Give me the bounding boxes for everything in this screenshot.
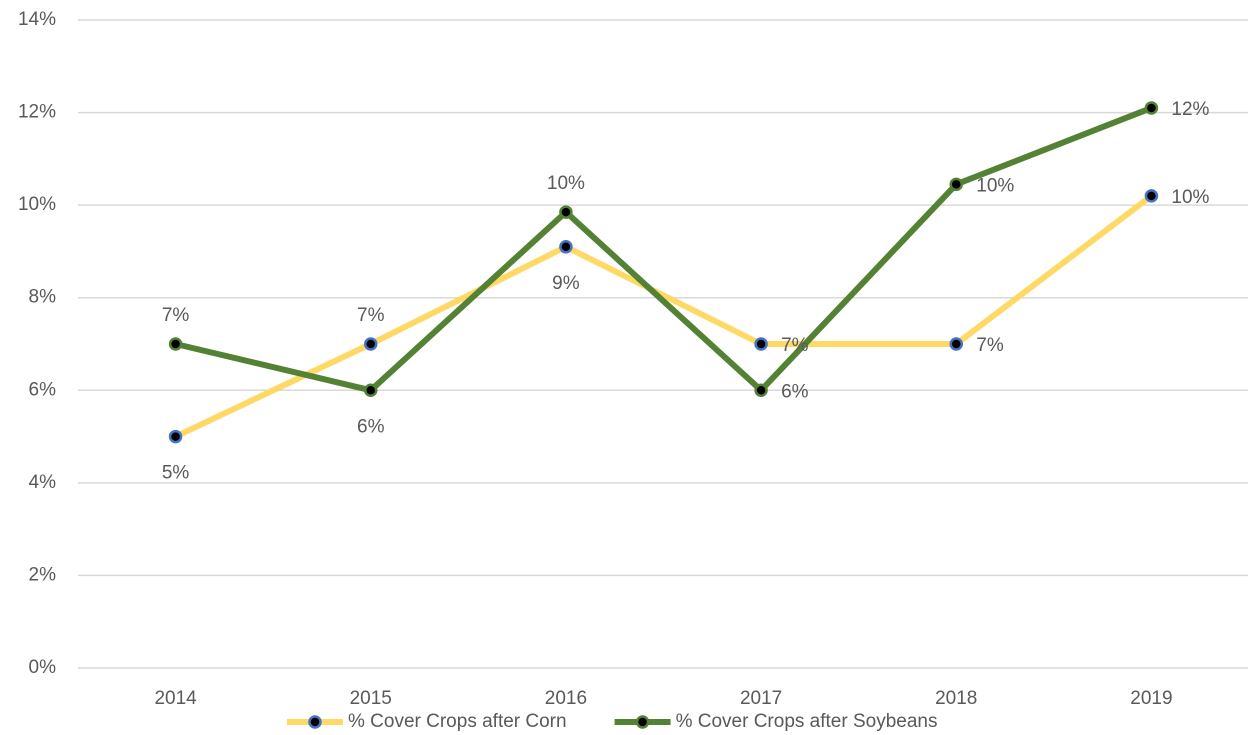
data-label: 10% [1171,187,1209,208]
series-line [174,105,1153,394]
x-tick-label: 2014 [154,688,197,709]
y-tick-label: 0% [29,657,57,678]
marker [364,337,378,351]
legend-marker [308,715,322,729]
y-tick-label: 6% [29,379,57,400]
data-label: 10% [976,175,1014,196]
legend-marker [635,715,650,729]
data-label: 7% [357,305,385,326]
marker [559,205,573,219]
y-tick-label: 4% [29,472,57,493]
marker [1144,189,1159,203]
legend-label: % Cover Crops after Corn [348,711,567,732]
marker [754,383,768,398]
data-label: 9% [552,273,580,294]
data-label: 7% [781,335,809,356]
data-label: 5% [162,463,190,484]
y-tick-label: 12% [18,102,56,123]
marker [168,429,183,444]
marker [168,337,183,351]
marker [364,383,378,398]
x-tick-label: 2016 [545,688,587,709]
marker [949,177,963,192]
x-tick-label: 2017 [740,688,782,709]
data-label: 7% [976,335,1004,356]
data-label: 12% [1171,99,1209,120]
legend-label: % Cover Crops after Soybeans [676,711,938,732]
y-tick-label: 2% [29,564,57,585]
series-line [174,193,1154,440]
y-tick-label: 10% [18,194,56,215]
data-label: 6% [357,416,385,437]
y-tick-label: 14% [18,9,56,30]
y-tick-label: 8% [29,287,57,308]
marker [1144,101,1159,115]
marker [949,337,963,351]
data-label: 6% [781,381,809,402]
x-tick-label: 2019 [1130,688,1172,709]
marker [754,337,768,351]
data-label: 10% [547,173,585,194]
x-tick-label: 2018 [935,688,977,709]
data-label: 7% [162,305,190,326]
marker [559,240,573,254]
x-tick-label: 2015 [350,688,392,709]
